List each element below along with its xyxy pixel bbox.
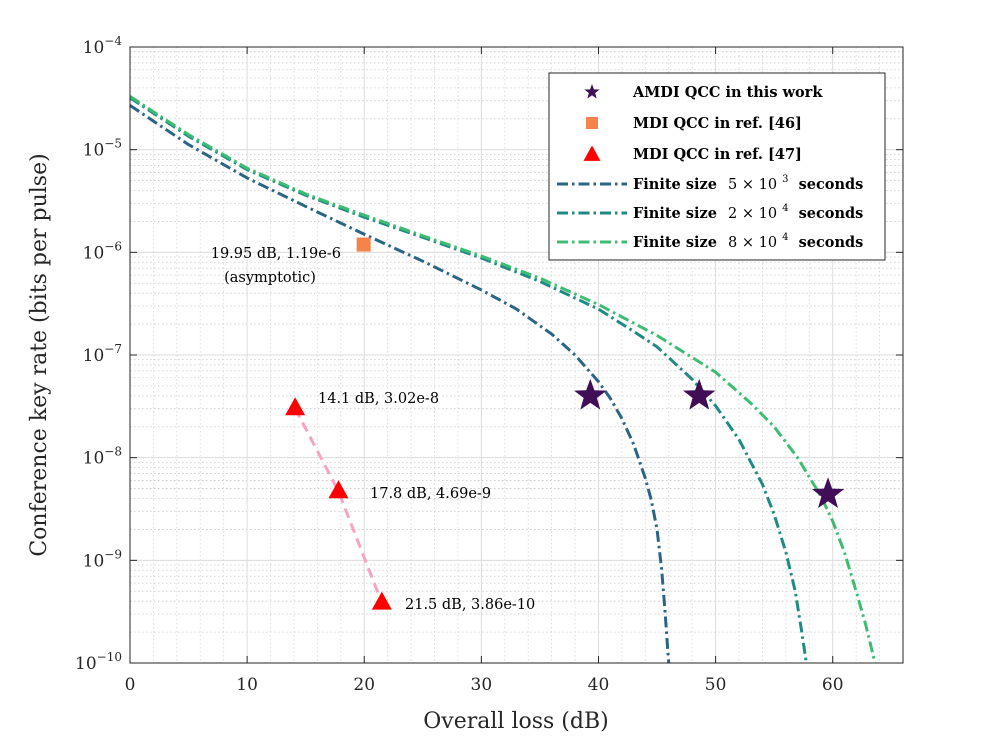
y-tick-label: 10−5 <box>83 137 122 161</box>
star-marker-amdi <box>574 378 607 410</box>
y-tick-label-base: 10 <box>83 38 105 58</box>
legend-label-finite-2: Finite size 2 × 10 4 seconds <box>633 198 863 222</box>
y-tick-label-base: 10 <box>83 243 105 263</box>
triangle-marker-ref47 <box>285 397 306 416</box>
y-tick-label-base: 10 <box>83 141 105 161</box>
series-line-finite-3 <box>129 104 671 664</box>
legend-label-finite-2-math: 2 × 10 <box>728 206 777 222</box>
legend-symbols <box>557 84 627 244</box>
y-tick-label-exponent: −5 <box>104 137 122 151</box>
legend-label-finite-1-exp: 3 <box>782 174 788 185</box>
legend-label-finite-1-end: seconds <box>799 176 864 193</box>
star-marker-amdi <box>811 477 845 509</box>
legend-label-finite-3-main: Finite size <box>633 234 717 251</box>
legend-label-finite-1-main: Finite size <box>633 176 717 193</box>
legend-label-finite-2-main: Finite size <box>633 205 717 222</box>
legend-label-finite-3-exp: 4 <box>782 232 788 243</box>
x-tick-label: 30 <box>471 675 493 695</box>
y-tick-label-exponent: −9 <box>104 547 122 561</box>
y-tick-label-exponent: −4 <box>104 34 122 48</box>
legend-symbol-square <box>586 117 598 129</box>
legend-label-ref47: MDI QCC in ref. [47] <box>633 146 802 163</box>
legend-label-finite-1: Finite size 5 × 10 3 seconds <box>633 169 863 193</box>
legend-symbol-star <box>584 84 600 99</box>
legend-label-finite-3-math: 8 × 10 <box>728 235 777 251</box>
legend-label-finite-3: Finite size 8 × 10 4 seconds <box>633 227 863 251</box>
legend-label-finite-3-end: seconds <box>799 234 864 251</box>
legend-label-amdi: AMDI QCC in this work <box>632 84 823 101</box>
x-tick-label: 0 <box>125 675 136 695</box>
y-tick-label-exponent: −7 <box>104 342 122 356</box>
legend-symbol-triangle <box>583 145 601 161</box>
x-tick-label: 20 <box>353 675 375 695</box>
series-layer <box>129 95 877 664</box>
y-tick-label-exponent: −10 <box>97 650 122 664</box>
legend-label-ref46: MDI QCC in ref. [46] <box>633 115 802 132</box>
annotation-ref46-value: 19.95 dB, 1.19e-6 <box>211 246 341 262</box>
x-tick-label: 10 <box>236 675 258 695</box>
annotations: 19.95 dB, 1.19e-6 (asymptotic) 14.1 dB, … <box>211 246 536 613</box>
y-tick-label-exponent: −6 <box>104 239 122 253</box>
x-tick-label: 50 <box>705 675 727 695</box>
y-tick-label: 10−9 <box>83 547 122 571</box>
square-marker-ref46 <box>356 237 371 252</box>
triangle-marker-ref47 <box>328 480 349 499</box>
x-tick-labels: 0 10 20 30 40 50 60 <box>125 675 844 695</box>
y-tick-label: 10−4 <box>83 34 123 58</box>
x-tick-label: 40 <box>588 675 610 695</box>
marker-layer <box>285 237 845 610</box>
x-axis-label: Overall loss (dB) <box>423 709 608 734</box>
y-axis-label: Conference key rate (bits per pulse) <box>27 153 52 556</box>
legend-label-finite-1-math: 5 × 10 <box>728 177 777 193</box>
legend-label-finite-2-exp: 4 <box>782 203 788 214</box>
tick-marks <box>129 46 903 664</box>
y-tick-labels: 10−410−510−610−710−810−910−10 <box>75 34 122 674</box>
y-tick-label-base: 10 <box>75 654 97 674</box>
legend-label-finite-2-end: seconds <box>799 205 864 222</box>
y-tick-label-base: 10 <box>83 551 105 571</box>
triangle-marker-ref47 <box>371 591 392 610</box>
y-tick-label-base: 10 <box>83 449 105 469</box>
star-marker-amdi <box>683 378 716 410</box>
annotation-ref47-point-1: 14.1 dB, 3.02e-8 <box>318 391 439 407</box>
annotation-ref47-point-2: 17.8 dB, 4.69e-9 <box>370 486 491 502</box>
series-line-finite-5 <box>129 95 877 664</box>
y-tick-label: 10−6 <box>83 239 122 263</box>
y-tick-label-base: 10 <box>83 346 105 366</box>
y-tick-label: 10−7 <box>83 342 122 366</box>
y-tick-label: 10−10 <box>75 650 122 674</box>
legend: AMDI QCC in this work MDI QCC in ref. [4… <box>548 72 886 261</box>
y-tick-label-exponent: −8 <box>104 445 122 459</box>
x-tick-label: 60 <box>822 675 844 695</box>
y-tick-label: 10−8 <box>83 445 122 469</box>
annotation-ref46-asymptotic: (asymptotic) <box>224 270 316 286</box>
legend-box <box>548 72 886 261</box>
annotation-ref47-point-3: 21.5 dB, 3.86e-10 <box>405 597 535 613</box>
